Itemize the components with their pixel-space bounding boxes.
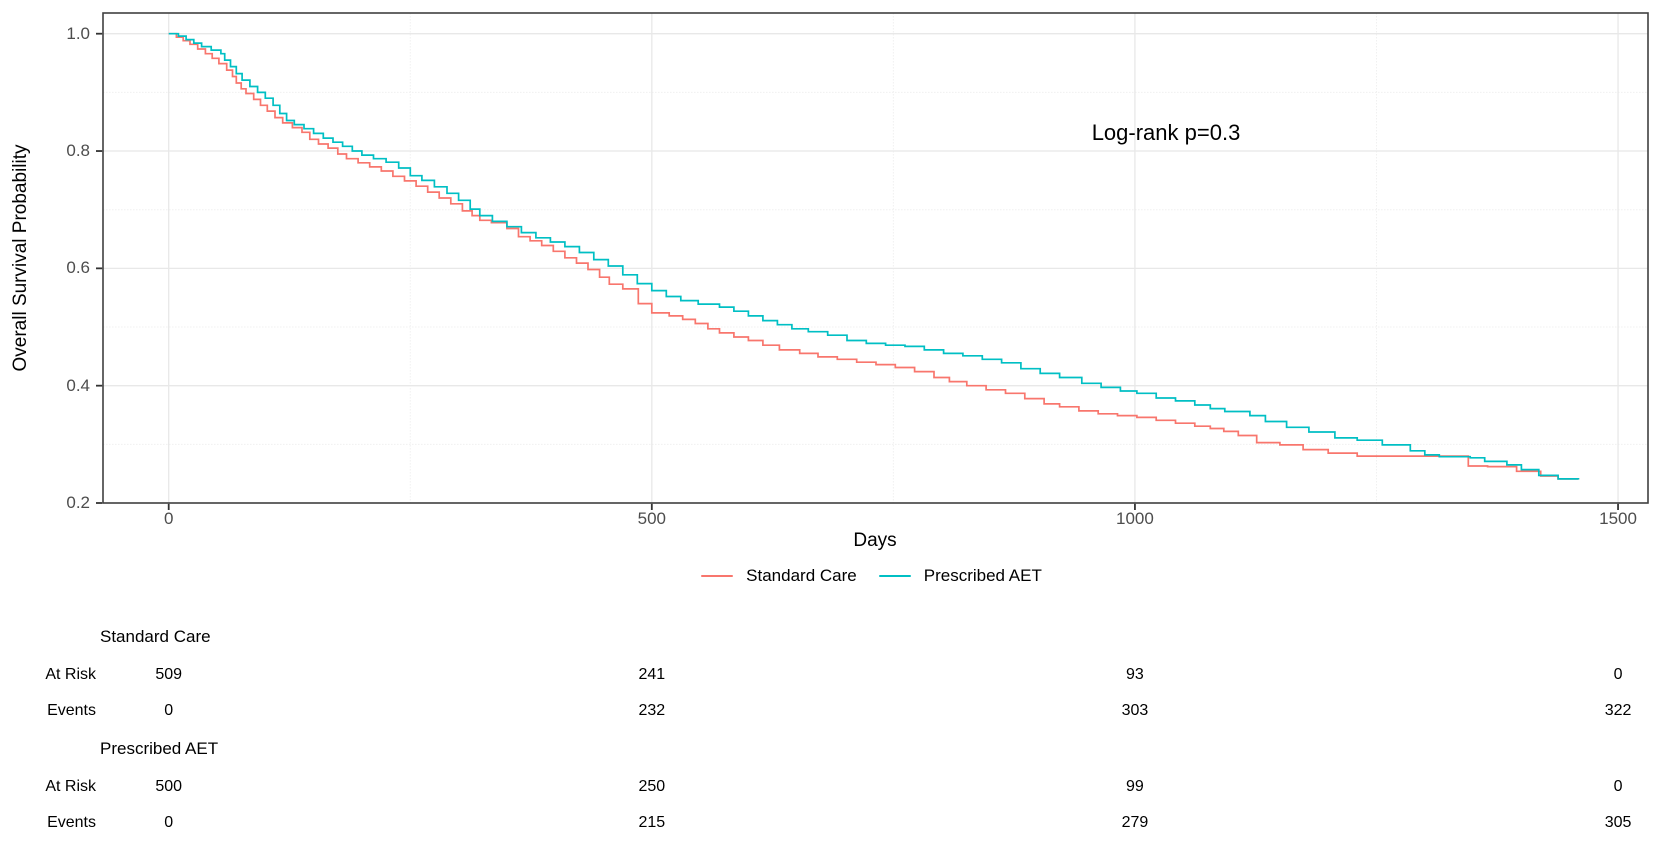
panel-border xyxy=(102,12,1649,504)
risk-table-group-header: Prescribed AET xyxy=(100,739,219,758)
prescribed-aet-line-swatch-icon xyxy=(878,574,911,578)
risk-table-value: 232 xyxy=(638,702,666,719)
legend-item-standard-care: Standard Care xyxy=(701,566,857,586)
risk-table-value: 93 xyxy=(1126,666,1144,683)
risk-table-value: 0 xyxy=(164,702,174,719)
y-tick-label: 1.0 xyxy=(66,23,90,43)
risk-table-value: 279 xyxy=(1121,814,1149,831)
y-axis-title: Overall Survival Probability xyxy=(10,144,31,372)
x-axis-title: Days xyxy=(853,530,897,551)
y-tick-label: 0.2 xyxy=(66,493,90,512)
y-tick-label: 0.6 xyxy=(66,258,90,278)
x-tick-label: 0 xyxy=(163,509,174,528)
y-tick-label: 0.4 xyxy=(66,375,90,395)
x-tick-label: 1000 xyxy=(1116,509,1154,528)
risk-table-row-label: At Risk xyxy=(45,778,96,795)
standard-care-line-swatch-icon xyxy=(701,574,734,578)
x-tick-label: 1500 xyxy=(1599,509,1637,528)
risk-table-value: 250 xyxy=(638,778,666,795)
risk-table-value: 322 xyxy=(1604,702,1632,719)
survival-curve-standard-care xyxy=(168,32,1580,480)
risk-table-value: 305 xyxy=(1604,814,1632,831)
y-tick-label: 0.8 xyxy=(66,141,90,161)
legend-item-prescribed-aet: Prescribed AET xyxy=(878,566,1042,586)
risk-table-value: 500 xyxy=(155,778,183,795)
risk-table-value: 99 xyxy=(1126,778,1144,795)
legend-label-prescribed-aet: Prescribed AET xyxy=(923,566,1042,585)
risk-table-value: 0 xyxy=(1613,778,1623,795)
risk-table-value: 303 xyxy=(1121,702,1149,719)
x-tick-label: 500 xyxy=(637,509,666,528)
risk-table-value: 241 xyxy=(638,666,666,683)
risk-table-value: 509 xyxy=(155,666,183,683)
survival-curve-prescribed-aet xyxy=(168,32,1580,480)
legend-label-standard-care: Standard Care xyxy=(746,566,857,585)
logrank-p-annotation: Log-rank p=0.3 xyxy=(1091,120,1241,145)
plot-panel xyxy=(103,13,1648,503)
risk-table-value: 0 xyxy=(1613,666,1623,683)
risk-table-value: 0 xyxy=(164,814,174,831)
risk-table-row-label: At Risk xyxy=(45,666,96,683)
risk-table-group-header: Standard Care xyxy=(100,627,211,646)
risk-table-value: 215 xyxy=(638,814,666,831)
risk-table-row-label: Events xyxy=(47,814,96,831)
risk-table-row-label: Events xyxy=(47,702,96,719)
legend: Standard Care Prescribed AET xyxy=(95,566,1648,586)
